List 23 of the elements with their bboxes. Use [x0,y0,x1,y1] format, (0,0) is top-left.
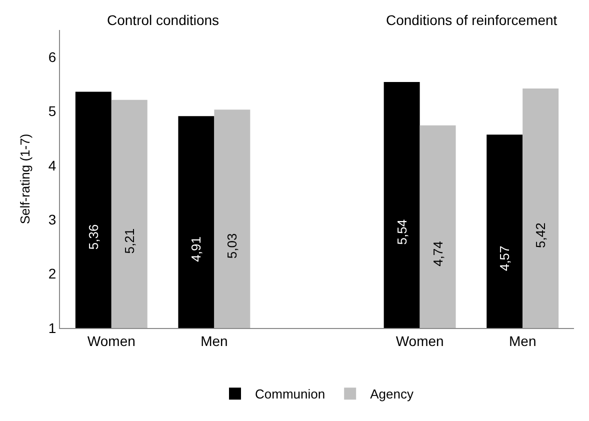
y-axis-title: Self-rating (1-7) [17,134,32,224]
y-tick-label: 5 [48,103,56,120]
x-tick-label: Women [87,332,136,349]
y-tick-label: 2 [48,266,56,282]
data-label: 4,91 [188,236,204,262]
legend-label: Agency [370,386,414,402]
data-label: 5,42 [533,222,548,248]
text: Control conditions [107,12,220,28]
data-label: 4,57 [497,246,512,272]
y-tick-label: 3 [48,212,56,228]
data-label: 5,54 [394,219,410,245]
y-tick-label: 1 [48,320,56,336]
data-label: 5,03 [224,233,240,259]
y-tick-label: 6 [48,48,56,65]
data-label: 5,21 [122,228,137,254]
y-tick-label: 4 [48,157,56,174]
x-tick-label: Women [396,332,444,349]
data-label: 5,36 [86,224,101,250]
x-tick-label: Men [200,332,228,349]
legend-label: Communion [255,386,326,402]
text: Conditions of reinforcement [386,12,558,28]
data-label: 4,74 [430,241,446,266]
x-tick-label: Men [508,332,536,349]
